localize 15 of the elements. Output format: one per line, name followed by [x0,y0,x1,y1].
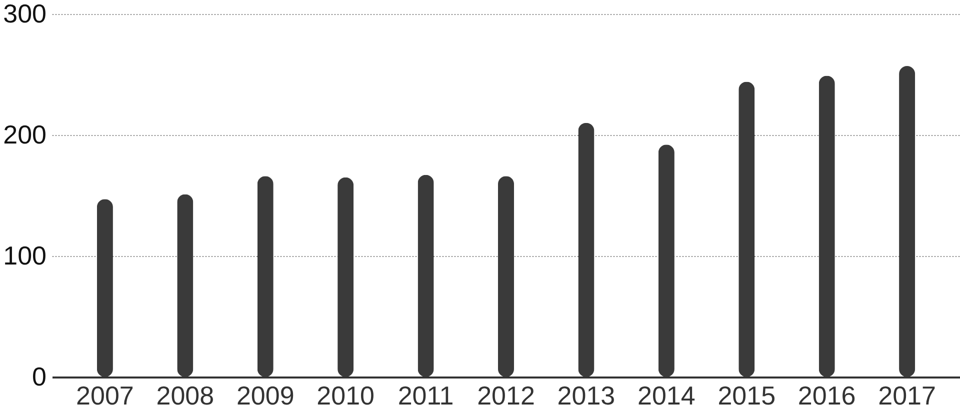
x-tick-label: 2011 [398,380,454,410]
x-tick-label: 2009 [236,380,294,410]
y-tick-label: 0 [32,362,46,392]
x-tick-label: 2013 [557,380,616,410]
x-tick-label: 2007 [76,380,134,410]
y-tick-label: 300 [3,0,46,28]
x-tick-label: 2014 [638,380,696,410]
x-tick-label: 2010 [316,380,374,410]
x-tick-label: 2008 [156,380,214,410]
x-tick-label: 2012 [477,380,535,410]
x-tick-label: 2017 [878,380,936,410]
x-tick-label: 2015 [718,380,776,410]
y-tick-label: 100 [3,240,46,270]
x-tick-label: 2016 [798,380,856,410]
y-tick-label: 200 [3,120,46,150]
